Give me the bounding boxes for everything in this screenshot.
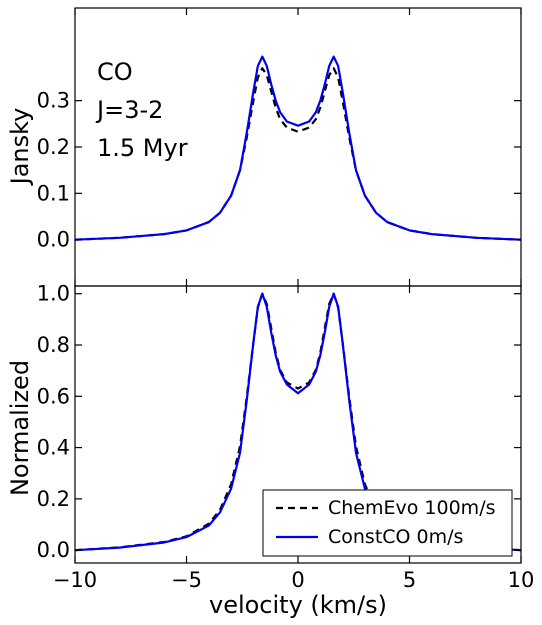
legend-frame — [262, 489, 513, 557]
annotation-species: CO — [97, 58, 133, 86]
top-ytick-label: 0.2 — [37, 135, 70, 159]
legend: ChemEvo 100m/s ConstCO 0m/s — [262, 489, 513, 557]
legend-label-chemevo: ChemEvo 100m/s — [328, 497, 496, 519]
top-ytick-label: 0.3 — [37, 89, 70, 113]
annotation-age: 1.5 Myr — [97, 134, 188, 162]
bottom-ytick-label: 0.0 — [37, 538, 70, 562]
bottom-ytick-label: 1.0 — [37, 282, 70, 306]
top-ytick-label: 0.1 — [37, 181, 70, 205]
bottom-ytick-label: 0.8 — [37, 333, 70, 357]
bottom-ytick-label: 0.4 — [37, 436, 70, 460]
xtick-label: 0 — [291, 568, 304, 592]
bottom-ytick-label: 0.2 — [37, 487, 70, 511]
top-ticks: 0.0 0.1 0.2 0.3 — [37, 8, 522, 286]
top-panel: 0.0 0.1 0.2 0.3 CO J=3-2 1.5 Myr Jansky — [6, 7, 522, 287]
xtick-label: 5 — [403, 568, 416, 592]
annotation-transition: J=3-2 — [95, 96, 163, 124]
xtick-label: −10 — [53, 568, 97, 592]
top-ytick-label: 0.0 — [37, 228, 70, 252]
top-series-line-1 — [74, 55, 522, 241]
x-axis-title: velocity (km/s) — [209, 591, 387, 619]
bottom-series-line-0 — [74, 292, 522, 552]
xtick-label: −5 — [171, 568, 202, 592]
xtick-label: 10 — [508, 568, 535, 592]
top-y-axis-title: Jansky — [6, 108, 34, 187]
bottom-ticks: 0.0 0.2 0.4 0.6 0.8 1.0 −10 −5 0 5 10 — [37, 282, 535, 592]
bottom-panel: 0.0 0.2 0.4 0.6 0.8 1.0 −10 −5 0 5 10 Normalized v… — [6, 282, 534, 619]
bottom-ytick-label: 0.6 — [37, 384, 70, 408]
legend-label-constco: ConstCO 0m/s — [328, 526, 463, 548]
bottom-y-axis-title: Normalized — [6, 360, 34, 496]
